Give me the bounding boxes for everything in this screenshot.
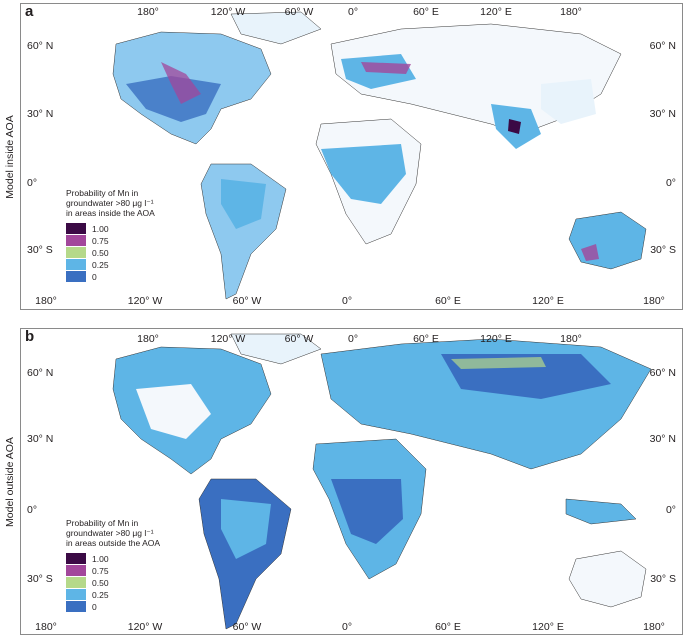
lat-label: 0° — [665, 504, 676, 516]
lon-label: 60° E — [435, 621, 461, 633]
lat-label: 30° N — [649, 433, 676, 445]
lon-label: 120° E — [480, 6, 512, 18]
lat-label: 0° — [27, 504, 38, 516]
legend-item: 1.00 — [66, 553, 160, 564]
legend-item: 0.50 — [66, 577, 160, 588]
lat-label: 30° S — [27, 244, 53, 256]
southeast-asia-islands — [565, 498, 637, 525]
lat-label: 30° N — [649, 108, 676, 120]
lat-label: 60° N — [27, 367, 54, 379]
lon-label: 180° — [560, 333, 582, 345]
lat-label: 30° S — [650, 573, 676, 585]
lat-label: 30° N — [27, 108, 54, 120]
legend-title: Probability of Mn in groundwater >80 μg … — [66, 518, 161, 548]
legend-swatch — [66, 247, 86, 258]
panel-b-letter: b — [25, 328, 35, 345]
lat-label: 60° N — [649, 40, 676, 52]
lon-label: 120° W — [127, 621, 163, 633]
lon-label: 120° E — [480, 333, 512, 345]
lon-label: 60° E — [413, 6, 439, 18]
lon-label: 180° — [137, 6, 159, 18]
lon-label: 180° — [560, 6, 582, 18]
lat-label: 30° N — [27, 433, 54, 445]
legend-swatch — [66, 553, 86, 564]
legend-swatch — [66, 589, 86, 600]
legend-title: Probability of Mn in groundwater >80 μg … — [66, 188, 155, 218]
east-asia-core — [541, 79, 596, 124]
lon-label: 0° — [347, 333, 359, 345]
world-map-outside-aoa — [112, 333, 652, 630]
legend-swatch — [66, 271, 86, 282]
north-america-core — [126, 76, 221, 122]
lon-label: 120° W — [210, 6, 246, 18]
legend-item: 0.25 — [66, 259, 155, 270]
lat-label: 60° N — [649, 367, 676, 379]
lon-label: 60° W — [232, 621, 262, 633]
lat-label: 30° S — [650, 244, 676, 256]
legend-panel-b: Probability of Mn in groundwater >80 μg … — [66, 518, 160, 612]
legend-item: 0.50 — [66, 247, 155, 258]
lat-label: 0° — [27, 177, 38, 189]
legend-item: 0 — [66, 271, 155, 282]
legend-swatch — [66, 223, 86, 234]
africa-core — [331, 479, 403, 544]
legend-swatch — [66, 235, 86, 246]
arctic-landmass — [230, 333, 322, 365]
legend-item: 0.75 — [66, 235, 155, 246]
legend-item: 0 — [66, 601, 160, 612]
lon-label: 120° E — [532, 295, 564, 307]
australia-landmass — [568, 550, 647, 608]
australia-hotspot — [581, 244, 599, 261]
europe-hotspot — [361, 62, 411, 74]
legend-swatch — [66, 601, 86, 612]
lon-label: 120° W — [210, 333, 246, 345]
lat-label: 30° S — [27, 573, 53, 585]
panel-a-letter: a — [25, 3, 34, 20]
lon-label: 0° — [341, 295, 353, 307]
map-panel-a: a 180° 120° W 60° W 0° 60° E 120° E 180°… — [20, 3, 683, 310]
panel-b-side-label: Model outside AOA — [4, 436, 16, 527]
lat-label: 60° N — [27, 40, 54, 52]
lon-label: 120° E — [532, 621, 564, 633]
world-map-inside-aoa — [112, 11, 647, 300]
siberia-band — [451, 357, 546, 369]
legend-panel-a: Probability of Mn in groundwater >80 μg … — [66, 188, 155, 282]
lon-label: 60° W — [284, 333, 314, 345]
lon-label: 120° W — [127, 295, 163, 307]
map-panel-b: b 180° 120° W 60° W 0° 60° E 120° E 180°… — [20, 328, 683, 635]
legend-swatch — [66, 259, 86, 270]
legend-item: 0.75 — [66, 565, 160, 576]
legend-item: 0.25 — [66, 589, 160, 600]
australia-landmass — [568, 211, 647, 270]
north-america-hotspot — [161, 62, 201, 104]
lon-label: 180° — [35, 295, 57, 307]
legend-swatch — [66, 577, 86, 588]
bangladesh-hotspot — [508, 119, 521, 134]
lon-label: 60° W — [232, 295, 262, 307]
lon-label: 60° E — [435, 295, 461, 307]
arctic-landmass — [230, 11, 322, 45]
lon-label: 0° — [347, 6, 359, 18]
north-america-interior — [136, 384, 211, 439]
lon-label: 0° — [341, 621, 353, 633]
lon-label: 60° W — [284, 6, 314, 18]
south-america-core — [221, 179, 266, 229]
lon-label: 180° — [35, 621, 57, 633]
lon-label: 180° — [643, 621, 665, 633]
south-america-core — [221, 499, 271, 559]
lon-label: 180° — [137, 333, 159, 345]
lat-label: 0° — [665, 177, 676, 189]
africa-core — [321, 144, 406, 204]
legend-item: 1.00 — [66, 223, 155, 234]
legend-swatch — [66, 565, 86, 576]
lon-label: 180° — [643, 295, 665, 307]
panel-a-side-label: Model inside AOA — [4, 114, 16, 199]
lon-label: 60° E — [413, 333, 439, 345]
